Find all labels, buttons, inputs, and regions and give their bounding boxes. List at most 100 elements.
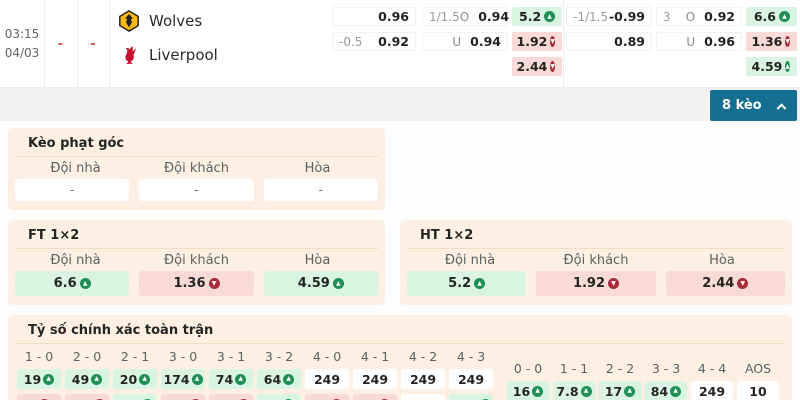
- match-date: 04/03: [4, 46, 40, 60]
- score-odds-cell[interactable]: 16: [507, 381, 549, 400]
- score-odds-cell[interactable]: 10: [737, 381, 779, 400]
- score-label: 1 - 0: [24, 349, 54, 364]
- trend-icon: [332, 278, 344, 289]
- score-odds-cell[interactable]: 249: [401, 369, 445, 389]
- ft-away-cell[interactable]: 1.36: [139, 271, 254, 296]
- ht-home-cell[interactable]: 5.2: [407, 271, 527, 296]
- odds-value: 16: [512, 383, 531, 399]
- score-column: AOS 10: [735, 361, 781, 400]
- score-odds-cell[interactable]: 19: [305, 394, 349, 400]
- ht-draw-cell[interactable]: 2.44: [665, 271, 785, 296]
- score-column: 1 - 1 7.8: [551, 361, 597, 400]
- away-team-row[interactable]: Liverpool: [118, 42, 218, 68]
- score-column: 1 - 0 19 7: [15, 349, 63, 400]
- match-time: 03:15: [4, 27, 40, 41]
- score-odds-cell[interactable]: 20: [113, 369, 157, 389]
- odds-g2-hdp-row2[interactable]: 0.89: [566, 32, 652, 51]
- odds-g2-ou-over[interactable]: 3 O 0.92: [656, 7, 742, 26]
- odds-g1-ou-over[interactable]: 1/1.5 O 0.94: [422, 7, 510, 26]
- odds-g2-hdp-row1[interactable]: -1/1.5 -0.99: [566, 7, 652, 26]
- odds-g2-1x2-away[interactable]: 1.36: [746, 32, 797, 51]
- odds-value: 0.96: [704, 34, 735, 49]
- score-column: 3 - 1 74 9.5: [207, 349, 255, 400]
- score-odds-cell[interactable]: 249: [305, 369, 349, 389]
- score-column: 2 - 2 17: [597, 361, 643, 400]
- score-odds-cell[interactable]: 7.8: [553, 381, 595, 400]
- score-odds-cell[interactable]: 6.5: [113, 394, 157, 400]
- score-odds-cell[interactable]: 144: [449, 394, 493, 400]
- away-header: Đội khách: [164, 253, 229, 268]
- score-column: 2 - 0 49 6.5: [63, 349, 111, 400]
- ft-1x2-panel: FT 1×2 Đội nhà Đội khách Hòa 6.6 1.36 4.…: [8, 220, 385, 305]
- score-odds-cell[interactable]: 22: [257, 394, 301, 400]
- home-header: Đội nhà: [50, 161, 101, 176]
- score-odds-cell[interactable]: 74: [209, 369, 253, 389]
- score-odds-cell[interactable]: 19: [17, 369, 61, 389]
- ft-home-cell[interactable]: 6.6: [15, 271, 130, 296]
- score-odds-cell[interactable]: 249: [353, 369, 397, 389]
- section-band: 8 kèo: [0, 88, 800, 121]
- keo-count-button[interactable]: 8 kèo: [710, 90, 797, 121]
- corner-away-cell[interactable]: -: [139, 179, 254, 201]
- trend-icon: [139, 373, 151, 385]
- ht-1x2-panel: HT 1×2 Đội nhà Đội khách Hòa 5.2 1.92 2.…: [400, 220, 792, 305]
- ht-away-cell[interactable]: 1.92: [536, 271, 656, 296]
- odds-value: 6.6: [53, 276, 77, 291]
- odds-value: 5.2: [519, 9, 542, 24]
- score-odds-cell[interactable]: 64: [257, 369, 301, 389]
- trend-icon: [785, 61, 790, 72]
- odds-g2-1x2-home[interactable]: 6.6: [746, 7, 797, 26]
- divider: [563, 0, 564, 87]
- panel-title: FT 1×2: [15, 228, 378, 249]
- score-label: 2 - 0: [72, 349, 102, 364]
- odds-g2-1x2-draw[interactable]: 4.59: [746, 57, 797, 76]
- under-label: U: [686, 34, 696, 49]
- chevron-up-icon: [776, 103, 787, 114]
- score-odds-cell[interactable]: 7: [17, 394, 61, 400]
- trend-icon: [79, 278, 91, 289]
- corner-home-cell[interactable]: -: [15, 179, 130, 201]
- odds-value: 4.59: [751, 59, 783, 74]
- odds-g1-ou-under[interactable]: U 0.94: [422, 32, 508, 51]
- score-label: 4 - 0: [312, 349, 342, 364]
- odds-g1-hdp-row2[interactable]: -0.5 0.92: [332, 32, 416, 51]
- over-label: O: [459, 9, 470, 24]
- odds-g1-1x2-draw[interactable]: 2.44: [512, 57, 562, 76]
- trend-icon: [189, 398, 201, 400]
- corner-draw-cell[interactable]: -: [263, 179, 378, 201]
- odds-value: 4.59: [297, 276, 330, 291]
- score-odds-cell[interactable]: 6.5: [65, 394, 109, 400]
- score-odds-cell[interactable]: 9.5: [209, 394, 253, 400]
- liverpool-logo-icon: [118, 44, 140, 66]
- home-header: Đội nhà: [444, 253, 496, 268]
- odds-value: -: [318, 183, 323, 197]
- score-odds-cell[interactable]: 249: [449, 369, 493, 389]
- panel-title: Tỷ số chính xác toàn trận: [15, 323, 785, 344]
- odds-value: 0.96: [378, 9, 409, 24]
- home-team-row[interactable]: Wolves: [118, 8, 202, 34]
- odds-value: 19: [312, 397, 329, 400]
- odds-g1-1x2-home[interactable]: 5.2: [512, 7, 562, 26]
- score-odds-cell[interactable]: 17: [599, 381, 641, 400]
- odds-g2-ou-under[interactable]: U 0.96: [656, 32, 742, 51]
- odds-value: 6.5: [117, 397, 139, 400]
- odds-value: 249: [313, 371, 341, 387]
- score-odds-cell[interactable]: 174: [161, 369, 205, 389]
- odds-value: 9.5: [165, 397, 187, 400]
- score-odds-cell[interactable]: 9.5: [161, 394, 205, 400]
- match-time-block: 03:15 04/03: [0, 0, 44, 88]
- score-odds-cell[interactable]: 39: [401, 394, 445, 400]
- odds-value: 10: [749, 383, 767, 399]
- ft-draw-cell[interactable]: 4.59: [263, 271, 378, 296]
- trend-icon: [779, 11, 790, 22]
- trend-icon: [624, 385, 636, 397]
- odds-g1-hdp-row1[interactable]: 0.96: [332, 7, 416, 26]
- odds-g1-1x2-away[interactable]: 1.92: [512, 32, 562, 51]
- score-column: 3 - 0 174 9.5: [159, 349, 207, 400]
- score-draw-columns: 0 - 0 16 1 - 1 7.8 2 - 2 17 3 - 3 84 4 -…: [505, 361, 781, 400]
- score-odds-cell[interactable]: 49: [65, 369, 109, 389]
- odds-value: 0.94: [478, 9, 510, 24]
- score-odds-cell[interactable]: 18: [353, 394, 397, 400]
- score-odds-cell[interactable]: 84: [645, 381, 687, 400]
- score-odds-cell[interactable]: 249: [691, 381, 733, 400]
